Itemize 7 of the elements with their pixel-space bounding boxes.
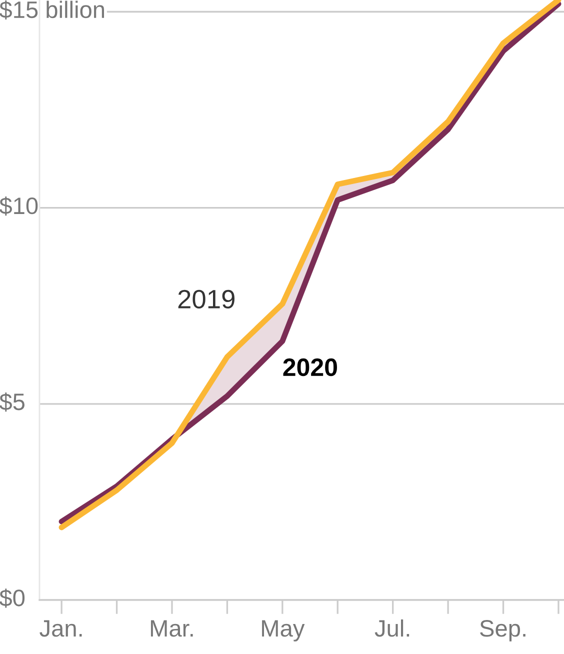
x-tick-label: Mar. xyxy=(150,620,193,637)
x-tick-label: Jul. xyxy=(374,619,410,637)
series-label: 2019 xyxy=(178,290,234,308)
x-tick-label: Jan. xyxy=(40,620,82,637)
x-tick-label: May xyxy=(262,620,305,642)
series-label: 2020 xyxy=(283,358,337,376)
x-tick-label: Sep. xyxy=(480,620,526,642)
